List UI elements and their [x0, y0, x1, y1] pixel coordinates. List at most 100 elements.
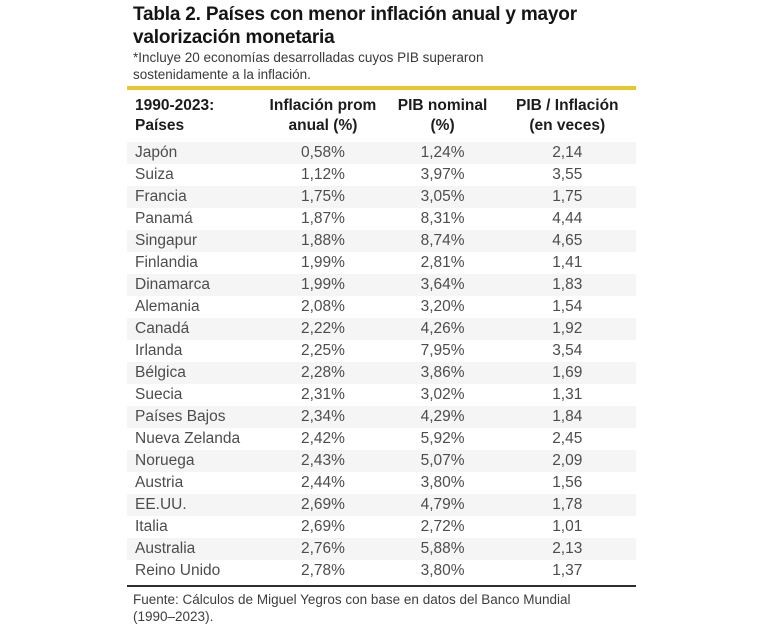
- table-row: Panamá 1,87% 8,31% 4,44: [127, 208, 636, 230]
- table-row: Reino Unido 2,78% 3,80% 1,37: [127, 560, 636, 582]
- country-cell: Japón: [135, 144, 178, 161]
- table-row: Países Bajos 2,34% 4,29% 1,84: [127, 406, 636, 428]
- ratio-cell: 1,54: [552, 298, 583, 315]
- ratio-cell: 1,83: [552, 276, 583, 293]
- country-cell: Suecia: [135, 386, 183, 403]
- country-cell: Alemania: [135, 298, 200, 315]
- ratio-cell: 1,41: [552, 254, 583, 271]
- inflacion-cell: 2,22%: [300, 320, 345, 337]
- table-row: Nueva Zelanda 2,42% 5,92% 2,45: [127, 428, 636, 450]
- inflacion-cell: 2,34%: [300, 408, 345, 425]
- table-row: Italia 2,69% 2,72% 1,01: [127, 516, 636, 538]
- country-cell: Finlandia: [135, 254, 198, 271]
- inflacion-cell: 0,58%: [300, 144, 345, 161]
- table-row: Singapur 1,88% 8,74% 4,65: [127, 230, 636, 252]
- pib-cell: 3,64%: [420, 276, 465, 293]
- country-cell: Australia: [135, 540, 196, 557]
- pib-cell: 3,02%: [420, 386, 465, 403]
- country-cell: Nueva Zelanda: [135, 430, 241, 447]
- country-cell: Italia: [135, 518, 168, 535]
- source-note-block: Fuente: Cálculos de Miguel Yegros con ba…: [127, 585, 636, 625]
- country-cell: Panamá: [135, 210, 193, 227]
- data-table: 1990-2023: Países Inflación prom anual (…: [127, 96, 636, 582]
- inflacion-cell: 2,28%: [300, 364, 345, 381]
- country-cell: Países Bajos: [135, 408, 226, 425]
- table-row: Australia 2,76% 5,88% 2,13: [127, 538, 636, 560]
- country-cell: Noruega: [135, 452, 195, 469]
- page-title-line2: valorización monetaria: [133, 27, 335, 48]
- ratio-cell: 3,55: [552, 166, 583, 183]
- col-header-pib-line2: (%): [430, 117, 455, 134]
- page-subtitle: *Incluye 20 economías desarrolladas cuyo…: [133, 50, 484, 65]
- inflacion-cell: 2,69%: [300, 496, 345, 513]
- table-row: EE.UU. 2,69% 4,79% 1,78: [127, 494, 636, 516]
- country-cell: Suiza: [135, 166, 174, 183]
- country-cell: Singapur: [135, 232, 198, 249]
- table-row: Alemania 2,08% 3,20% 1,54: [127, 296, 636, 318]
- ratio-cell: 1,37: [552, 562, 583, 579]
- table-row: Bélgica 2,28% 3,86% 1,69: [127, 362, 636, 384]
- country-cell: Francia: [135, 188, 187, 205]
- ratio-cell: 2,09: [552, 452, 583, 469]
- table-row: Irlanda 2,25% 7,95% 3,54: [127, 340, 636, 362]
- inflacion-cell: 2,78%: [300, 562, 345, 579]
- ratio-cell: 2,14: [552, 144, 583, 161]
- pib-cell: 4,29%: [420, 408, 465, 425]
- ratio-cell: 3,54: [552, 342, 583, 359]
- country-cell: Dinamarca: [135, 276, 210, 293]
- country-cell: Bélgica: [135, 364, 186, 381]
- ratio-cell: 1,01: [552, 518, 583, 535]
- inflacion-cell: 1,75%: [300, 188, 345, 205]
- col-header-ratio-line2: (en veces): [529, 117, 606, 134]
- ratio-cell: 1,56: [552, 474, 583, 491]
- pib-cell: 3,05%: [420, 188, 465, 205]
- col-header-inflacion-line2: anual (%): [288, 117, 358, 134]
- pib-cell: 4,26%: [420, 320, 465, 337]
- table-row: Noruega 2,43% 5,07% 2,09: [127, 450, 636, 472]
- col-header-inflacion: Inflación prom anual (%): [259, 96, 386, 142]
- page-subtitle-line2: sostenidamente a la inflación.: [133, 67, 311, 82]
- col-header-paises-line2: Países: [135, 117, 185, 134]
- table-row: Suecia 2,31% 3,02% 1,31: [127, 384, 636, 406]
- country-cell: Irlanda: [135, 342, 183, 359]
- inflacion-cell: 2,69%: [300, 518, 345, 535]
- table-row: Austria 2,44% 3,80% 1,56: [127, 472, 636, 494]
- inflacion-cell: 2,43%: [300, 452, 345, 469]
- inflacion-cell: 1,87%: [300, 210, 345, 227]
- ratio-cell: 2,13: [552, 540, 583, 557]
- ratio-cell: 2,45: [552, 430, 583, 447]
- pib-cell: 3,86%: [420, 364, 465, 381]
- inflacion-cell: 2,31%: [300, 386, 345, 403]
- inflacion-cell: 1,99%: [300, 254, 345, 271]
- col-header-pib-line1: PIB nominal: [397, 97, 488, 114]
- source-note: Fuente: Cálculos de Miguel Yegros con ba…: [133, 592, 571, 607]
- col-header-paises-line1: 1990-2023:: [135, 97, 215, 114]
- ratio-cell: 4,65: [552, 232, 583, 249]
- pib-cell: 3,80%: [420, 474, 465, 491]
- inflacion-cell: 1,99%: [300, 276, 345, 293]
- ratio-cell: 1,75: [552, 188, 583, 205]
- table-body: Japón 0,58% 1,24% 2,14 Suiza 1,12% 3,97% 3,55 Fr…: [127, 142, 636, 582]
- table-row: Suiza 1,12% 3,97% 3,55: [127, 164, 636, 186]
- pib-cell: 3,20%: [420, 298, 465, 315]
- pib-cell: 5,92%: [420, 430, 465, 447]
- pib-cell: 5,07%: [420, 452, 465, 469]
- inflacion-cell: 2,25%: [300, 342, 345, 359]
- inflacion-cell: 2,42%: [300, 430, 345, 447]
- ratio-cell: 1,78: [552, 496, 583, 513]
- table-row: Francia 1,75% 3,05% 1,75: [127, 186, 636, 208]
- page-title: Tabla 2. Países con menor inflación anua…: [133, 4, 577, 25]
- inflacion-cell: 2,44%: [300, 474, 345, 491]
- col-header-ratio: PIB / Inflación (en veces): [499, 96, 636, 142]
- pib-cell: 1,24%: [420, 144, 465, 161]
- pib-cell: 3,97%: [420, 166, 465, 183]
- pib-cell: 2,81%: [420, 254, 465, 271]
- pib-cell: 7,95%: [420, 342, 465, 359]
- pib-cell: 3,80%: [420, 562, 465, 579]
- table-row: Japón 0,58% 1,24% 2,14: [127, 142, 636, 164]
- country-cell: Reino Unido: [135, 562, 221, 579]
- ratio-cell: 1,84: [552, 408, 583, 425]
- pib-cell: 2,72%: [420, 518, 465, 535]
- accent-rule: [127, 86, 636, 90]
- col-header-inflacion-line1: Inflación prom: [269, 97, 377, 114]
